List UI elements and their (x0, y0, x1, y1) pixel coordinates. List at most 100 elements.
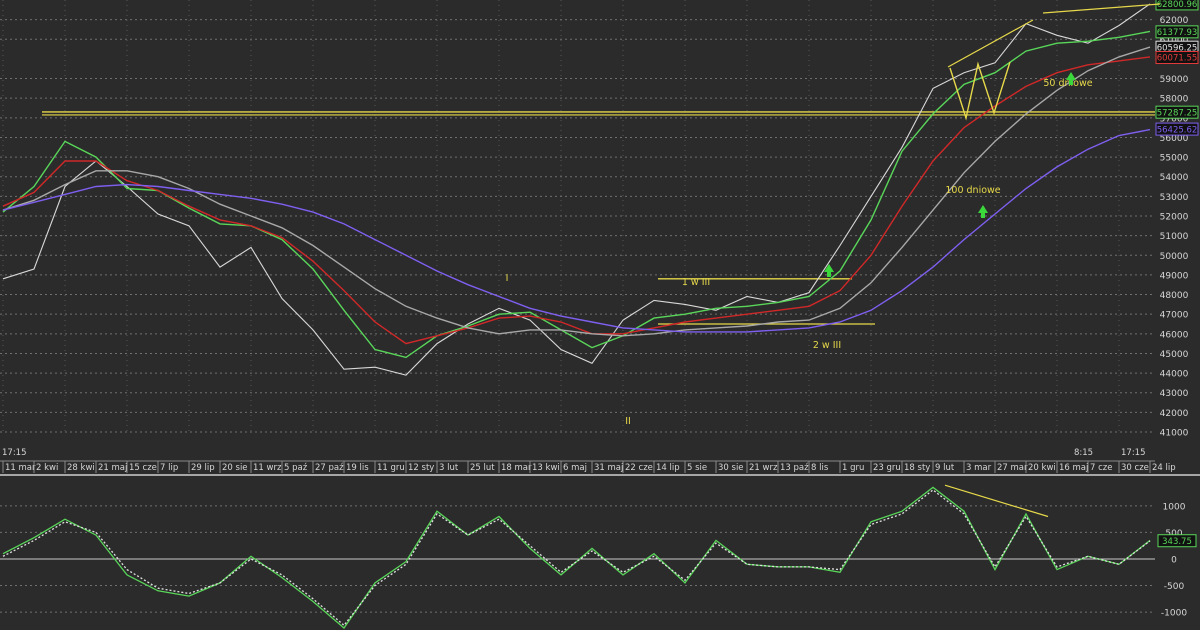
time-tick-label: 3 lut (439, 463, 459, 473)
time-tick-label: 14 lip (656, 463, 680, 473)
time-tick-label: 2 kwi (36, 463, 58, 473)
up-arrow-icon (978, 205, 988, 218)
price-tag-label: 60596.25 (1157, 43, 1198, 53)
price-tag-label: 62800.96 (1157, 0, 1198, 10)
price-series (2, 3, 1151, 376)
annotation-label: 50 dniowe (1043, 78, 1092, 89)
trendline-upper-left (947, 19, 1034, 68)
price-tick-label: 49000 (1160, 271, 1189, 281)
up-arrow-icon (824, 264, 834, 277)
annotation-label: 100 dniowe (945, 185, 1000, 196)
price-tag-label: 56425.62 (1157, 125, 1198, 135)
time-tick-label: 1 gru (842, 463, 864, 473)
time-tick-label: 21 wrz (749, 463, 778, 473)
price-axis: 6200061000590005800057000560005500054000… (1160, 16, 1189, 438)
time-tick-label: 6 maj (563, 463, 587, 473)
price-tick-label: 43000 (1160, 389, 1189, 399)
time-tick-label: 27 mar (997, 463, 1028, 473)
price-tick-label: 45000 (1160, 350, 1189, 360)
time-tick-label: 8 lis (811, 463, 829, 473)
time-tick-label: 20 kwi (1028, 463, 1056, 473)
time-tick-label: 12 sty (408, 463, 434, 473)
price-tag-label: 60071.55 (1157, 54, 1198, 64)
time-tick-label: 24 lip (1152, 463, 1176, 473)
time-tick-label: 30 cze (1121, 463, 1149, 473)
annotation-label: 1 w III (682, 277, 710, 288)
oscillator-line (2, 486, 1151, 629)
time-tick-label: 21 maj (98, 463, 127, 473)
oscillator-trendline (944, 484, 1049, 518)
time-tick-label: 7 lip (160, 463, 178, 473)
annotation-label: 2 w III (813, 340, 841, 351)
price-tick-label: 47000 (1160, 311, 1189, 321)
oscillator-axis: 1000 500 0 -500 -1000 (1161, 502, 1187, 618)
price-series-line (2, 128, 1151, 333)
oscillator-tick-label: 1000 (1163, 502, 1186, 512)
price-tick-label: 62000 (1160, 16, 1189, 26)
price-series-line (2, 30, 1151, 359)
time-tick-label: 23 gru (873, 463, 901, 473)
price-series-line (2, 56, 1151, 345)
time-tick-label: 11 mar (5, 463, 36, 473)
price-tag-box (1155, 51, 1199, 65)
price-tick-label: 44000 (1160, 370, 1189, 380)
price-tick-label: 56000 (1160, 134, 1189, 144)
oscillator-grid (0, 484, 1155, 613)
time-tick-label: 27 paź (315, 463, 344, 473)
time-tick-label: 18 mar (501, 463, 532, 473)
time-tick-label: 3 mar (966, 463, 992, 473)
price-tick-label: 42000 (1160, 409, 1189, 419)
time-label: 8:15 (1074, 448, 1093, 458)
time-tick-label: 13 paź (780, 463, 809, 473)
time-tick-label: 11 gru (377, 463, 405, 473)
price-tick-label: 59000 (1160, 75, 1189, 85)
price-tick-label: 55000 (1160, 154, 1189, 164)
oscillator-series (2, 486, 1151, 629)
price-tick-label: 51000 (1160, 232, 1189, 242)
time-tick-label: 7 cze (1090, 463, 1112, 473)
price-tick-label: 48000 (1160, 291, 1189, 301)
time-label: 17:15 (2, 448, 27, 458)
time-tick-label: 5 sie (687, 463, 707, 473)
time-tick-label: 5 paź (284, 463, 308, 473)
time-tick-label: 28 kwi (67, 463, 95, 473)
oscillator-tag-label: 343.75 (1162, 537, 1192, 547)
time-tick-label: 25 lut (470, 463, 495, 473)
annotation-label: I (506, 273, 509, 284)
price-grid (0, 0, 1155, 433)
time-tick-label: 19 lis (346, 463, 369, 473)
time-tick-label: 30 sie (718, 463, 744, 473)
price-tag-box (1155, 122, 1199, 136)
time-tick-label: 20 sie (222, 463, 248, 473)
oscillator-tick-label: -1000 (1161, 609, 1187, 619)
time-label: 17:15 (1121, 448, 1146, 458)
price-tick-label: 53000 (1160, 193, 1189, 203)
time-tick-label: 9 lut (935, 463, 955, 473)
price-tag-label: 57287.25 (1157, 108, 1198, 118)
price-tick-label: 46000 (1160, 330, 1189, 340)
price-tag-box (1155, 25, 1199, 39)
price-tick-label: 41000 (1160, 429, 1189, 439)
oscillator-tag: 343.75 (1157, 534, 1197, 548)
trendline-upper-right (1042, 3, 1161, 14)
annotation-label: II (625, 416, 631, 427)
time-tick-label: 31 maj (594, 463, 623, 473)
price-tick-label: 50000 (1160, 252, 1189, 262)
oscillator-tick-label: -500 (1164, 582, 1185, 592)
price-tick-label: 52000 (1160, 213, 1189, 223)
price-tag-box (1155, 105, 1199, 119)
time-tick-label: 18 sty (904, 463, 930, 473)
time-axis: 11 mar 2 kwi 28 kwi 21 maj 15 cze 7 lip 29 lip… (0, 448, 1176, 473)
oscillator-tick-label: 0 (1171, 555, 1177, 565)
time-tick-label: 13 kwi (532, 463, 560, 473)
price-tick-label: 57000 (1160, 114, 1189, 124)
time-tick-label: 22 cze (625, 463, 653, 473)
up-arrow-icon (1066, 72, 1076, 85)
oscillator-line (2, 489, 1151, 627)
price-tick-label: 58000 (1160, 95, 1189, 105)
oscillator-tag-box (1157, 534, 1197, 548)
